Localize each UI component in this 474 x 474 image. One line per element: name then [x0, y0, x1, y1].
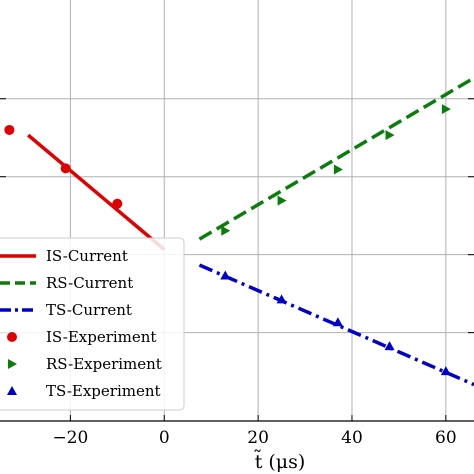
x-axis-label: t̃ (μs)	[254, 450, 305, 473]
data-point-ts-experiment-1	[276, 294, 287, 304]
legend-label-ts-experiment: TS-Experiment	[46, 382, 161, 400]
data-point-is-experiment-2	[112, 198, 123, 209]
data-point-rs-experiment-0	[221, 225, 231, 236]
legend-label-ts-current: TS-Current	[46, 301, 132, 319]
data-point-rs-experiment-1	[277, 195, 287, 206]
legend-marker-rs-experiment	[8, 359, 17, 369]
series-line-is-current	[27, 133, 166, 251]
legend: IS-Current RS-Current TS-Current IS-Experim…	[0, 237, 185, 411]
x-tick-label-4: 60	[435, 428, 457, 448]
data-point-is-experiment-0	[4, 124, 15, 135]
x-tick-label-1: 0	[159, 428, 170, 448]
data-point-is-experiment-1	[60, 163, 71, 174]
data-point-rs-experiment-3	[385, 130, 395, 141]
data-point-ts-experiment-4	[440, 366, 451, 376]
legend-label-is-experiment: IS-Experiment	[46, 328, 156, 346]
legend-marker-ts-experiment	[7, 386, 17, 395]
series-lines	[27, 76, 474, 387]
x-tick-label-0: −20	[52, 428, 88, 448]
x-tick-label-2: 20	[247, 428, 269, 448]
legend-box	[0, 237, 185, 411]
series-markers	[4, 104, 451, 376]
x-tick-label-3: 40	[341, 428, 363, 448]
data-point-ts-experiment-3	[384, 341, 395, 351]
series-line-rs-current	[198, 76, 474, 241]
legend-marker-is-experiment	[7, 332, 17, 342]
data-point-rs-experiment-2	[333, 164, 343, 175]
data-point-ts-experiment-0	[220, 270, 231, 280]
legend-label-rs-experiment: RS-Experiment	[46, 355, 162, 373]
legend-label-rs-current: RS-Current	[46, 274, 133, 292]
series-line-ts-current	[198, 263, 474, 387]
data-point-rs-experiment-4	[441, 104, 451, 115]
legend-label-is-current: IS-Current	[46, 247, 128, 265]
x-tick-labels: −20 0 20 40 60	[52, 428, 456, 448]
data-point-ts-experiment-2	[332, 317, 343, 327]
